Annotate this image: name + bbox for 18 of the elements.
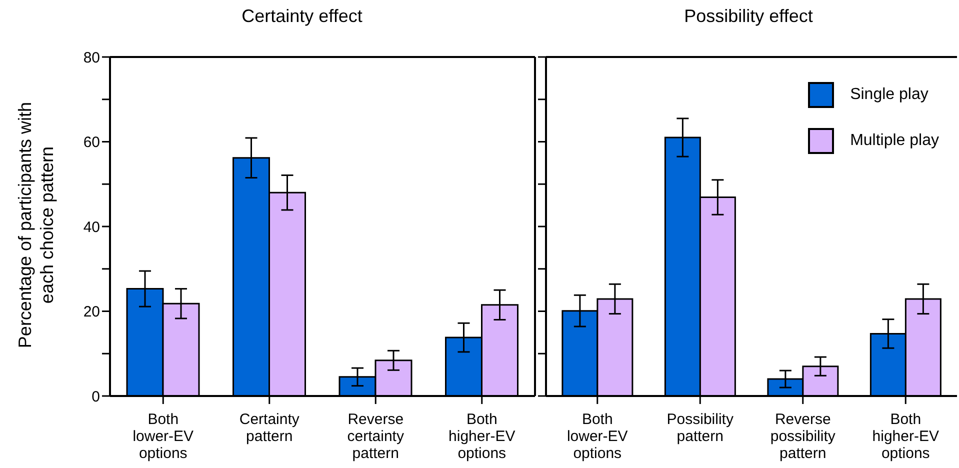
x-tick-label: Both higher-EV options [448,411,516,462]
chart-title: Possibility effect [683,6,814,27]
x-tick-label: Both lower-EV options [566,411,628,462]
y-tick-label: 0 [92,388,100,406]
x-tick-label: Reverse possibility pattern [770,411,836,462]
y-tick-label: 40 [83,218,100,236]
chart-title: Certainty effect [240,6,364,27]
y-tick-label: 60 [83,134,100,152]
x-tick-label: Both lower-EV options [132,411,194,462]
x-tick-label: Reverse certainty pattern [347,411,404,462]
x-tick-label: Both higher-EV options [872,411,939,462]
y-tick-label: 80 [83,49,100,66]
y-tick-label: 20 [83,304,100,321]
x-tick-label: Certainty pattern [239,411,300,445]
legend-label: Single play [850,86,928,104]
x-tick-label: Possibility pattern [666,411,734,445]
legend-label: Multiple play [850,132,939,150]
y-axis-title: Percentage of participants with each choice pattern [14,100,58,350]
